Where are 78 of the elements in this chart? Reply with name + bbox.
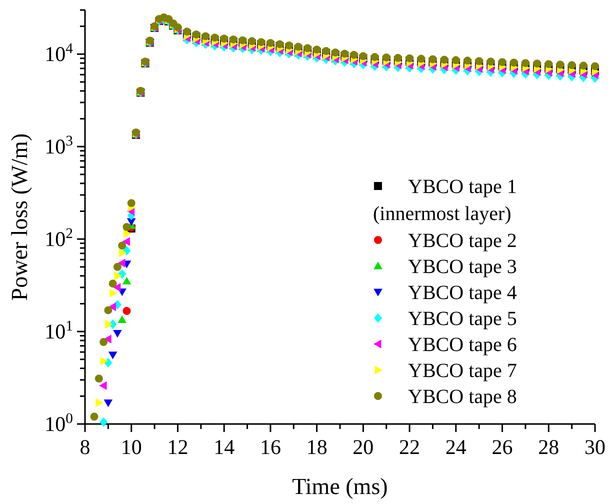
legend-label: YBCO tape 8	[408, 386, 517, 408]
x-axis-title: Time (ms)	[292, 474, 388, 499]
point	[110, 288, 118, 298]
point	[533, 60, 542, 68]
point	[394, 54, 402, 62]
point	[266, 38, 274, 47]
point	[568, 61, 576, 70]
point	[114, 271, 122, 280]
point	[406, 54, 414, 62]
x-tick-label: 24	[445, 435, 467, 459]
point	[122, 306, 131, 315]
point	[113, 262, 122, 271]
x-tick-label: 8	[80, 435, 90, 459]
point	[108, 280, 117, 288]
legend-label: YBCO tape 6	[408, 334, 517, 356]
point	[124, 229, 132, 238]
point	[100, 338, 108, 346]
y-axis-title: Power loss (W/m)	[7, 133, 32, 301]
x-tick-label: 16	[260, 435, 281, 459]
point	[104, 320, 113, 329]
point	[464, 56, 472, 65]
point	[104, 399, 113, 408]
legend-label: YBCO tape 3	[408, 256, 517, 278]
point	[127, 199, 136, 208]
x-tick-label: 14	[214, 435, 236, 459]
point	[96, 398, 104, 408]
y-tick-label: 10$^{1}$	[44, 318, 73, 344]
y-tick-label: 10$^{0}$	[44, 411, 73, 436]
point	[99, 381, 107, 390]
point	[417, 54, 426, 63]
x-tick-label: 30	[584, 435, 606, 459]
point	[192, 30, 200, 38]
point	[118, 269, 126, 279]
legend-label: YBCO tape 4	[408, 282, 517, 304]
point	[118, 242, 126, 250]
point	[452, 56, 460, 64]
point	[100, 356, 108, 366]
point	[118, 248, 126, 258]
legend-label: YBCO tape 7	[408, 360, 517, 382]
point	[113, 330, 122, 338]
y-tick-label: 10$^{4}$	[44, 41, 74, 66]
x-tick-label: 20	[352, 435, 374, 459]
point	[510, 58, 518, 67]
x-tick-label: 10	[120, 435, 142, 459]
point	[122, 223, 131, 231]
point	[122, 276, 132, 284]
point	[94, 374, 103, 383]
point	[544, 60, 553, 68]
point	[104, 306, 112, 314]
point	[475, 57, 484, 66]
point	[90, 412, 98, 421]
point	[579, 62, 588, 70]
legend-label: YBCO tape 5	[408, 308, 517, 330]
point	[108, 302, 116, 312]
x-tick-label: 22	[399, 435, 420, 459]
point	[382, 53, 390, 62]
point	[521, 59, 530, 68]
point	[350, 50, 358, 59]
point	[498, 58, 506, 66]
point	[113, 283, 121, 292]
x-tick-label: 18	[306, 435, 328, 459]
x-tick-label: 28	[538, 435, 560, 459]
point	[428, 55, 437, 64]
legend-label: YBCO tape 2	[408, 230, 517, 252]
point	[108, 352, 118, 360]
x-tick-label: 12	[167, 435, 188, 459]
x-tick-label: 26	[492, 435, 513, 459]
point	[118, 315, 126, 323]
point	[122, 237, 130, 246]
point	[118, 258, 126, 268]
point	[440, 56, 448, 64]
point	[486, 58, 495, 66]
y-tick-label: 10$^{3}$	[44, 134, 73, 159]
point	[591, 62, 599, 70]
point	[100, 417, 108, 427]
legend-label: YBCO tape 1 (innermost layer)	[373, 176, 517, 225]
point	[556, 60, 564, 69]
y-tick-label: 10$^{2}$	[44, 226, 73, 252]
